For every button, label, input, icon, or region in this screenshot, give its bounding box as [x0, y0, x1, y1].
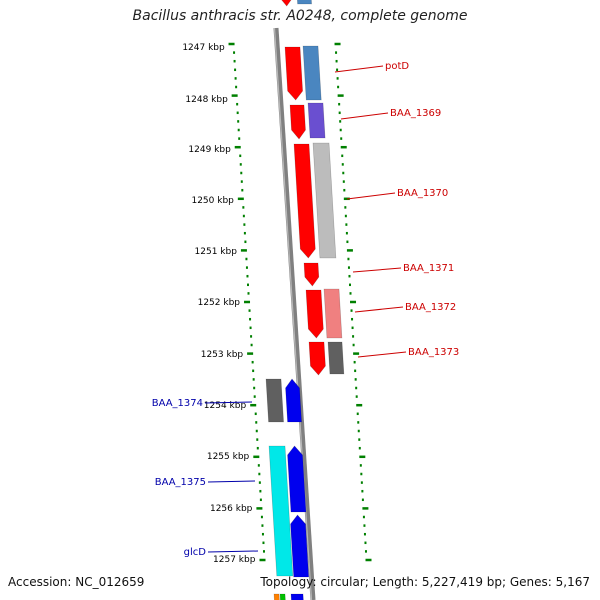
gene-label-BAA_1370[interactable]: BAA_1370	[397, 188, 448, 199]
gene-block-BAA_1369[interactable]	[307, 102, 326, 139]
genome-backbone	[273, 27, 316, 600]
scale-label: 1248 kbp	[185, 95, 228, 105]
gene-label-leader	[207, 480, 256, 483]
gene-block-BAA_1370[interactable]	[312, 142, 337, 259]
gene-label-BAA_1369[interactable]: BAA_1369	[390, 108, 441, 119]
gene-arrow-glcD[interactable]	[290, 514, 310, 578]
gene-label-BAA_1371[interactable]: BAA_1371	[403, 263, 454, 274]
scale-label: 1254 kbp	[204, 401, 247, 411]
scale-label: 1250 kbp	[191, 196, 234, 206]
gene-arrow[interactable]	[279, 0, 293, 7]
gene-label-leader	[346, 192, 396, 200]
gene-arrow-BAA_1373[interactable]	[308, 341, 326, 376]
gene-block[interactable]	[273, 593, 280, 600]
gene-block[interactable]	[279, 593, 286, 600]
gene-label-leader	[340, 112, 389, 120]
gene-block-BAA_1374[interactable]	[265, 378, 284, 423]
gene-arrow-BAA_1374[interactable]	[285, 378, 302, 423]
gene-block[interactable]	[297, 0, 312, 5]
gene-label-BAA_1373[interactable]: BAA_1373	[408, 347, 459, 358]
gene-label-leader	[354, 306, 404, 313]
scale-label: 1256 kbp	[210, 504, 253, 514]
gene-label-leader	[334, 65, 384, 73]
genome-summary-text: Topology: circular; Length: 5,227,419 bp…	[260, 575, 590, 589]
gene-label-BAA_1374[interactable]: BAA_1374	[152, 398, 203, 409]
gene-block-potD[interactable]	[302, 45, 322, 101]
accession-text: Accession: NC_012659	[8, 575, 145, 589]
scale-label: 1249 kbp	[188, 145, 231, 155]
scale-label: 1257 kbp	[213, 555, 256, 565]
gene-arrow-BAA_1370[interactable]	[293, 143, 316, 259]
scale-label: 1255 kbp	[207, 452, 250, 462]
scale-label: 1247 kbp	[182, 43, 225, 53]
gene-label-leader	[352, 267, 402, 273]
gene-arrow-BAA_1375[interactable]	[287, 445, 307, 513]
gene-label-BAA_1372[interactable]: BAA_1372	[405, 302, 456, 313]
gene-label-BAA_1375[interactable]: BAA_1375	[155, 477, 206, 488]
gene-block-BAA_1375[interactable]	[268, 445, 294, 577]
gene-block-BAA_1373[interactable]	[327, 341, 345, 375]
gene-arrow-BAA_1369[interactable]	[289, 104, 306, 140]
scale-label: 1251 kbp	[195, 247, 238, 257]
scale-label: 1253 kbp	[201, 350, 244, 360]
gene-label-leader	[204, 401, 253, 404]
gene-label-glcD[interactable]: glcD	[184, 547, 207, 558]
gene-label-leader	[357, 351, 407, 358]
gene-label-potD[interactable]: potD	[385, 61, 409, 72]
map-title: Bacillus anthracis str. A0248, complete …	[132, 8, 468, 24]
gene-block-BAA_1372[interactable]	[323, 288, 343, 339]
gene-label-leader	[207, 550, 259, 553]
scale-label: 1252 kbp	[198, 298, 241, 308]
gene-block[interactable]	[290, 593, 304, 600]
gene-arrow-potD[interactable]	[284, 46, 303, 101]
gene-arrow-BAA_1371[interactable]	[303, 262, 320, 287]
gene-arrow-BAA_1372[interactable]	[305, 289, 324, 339]
